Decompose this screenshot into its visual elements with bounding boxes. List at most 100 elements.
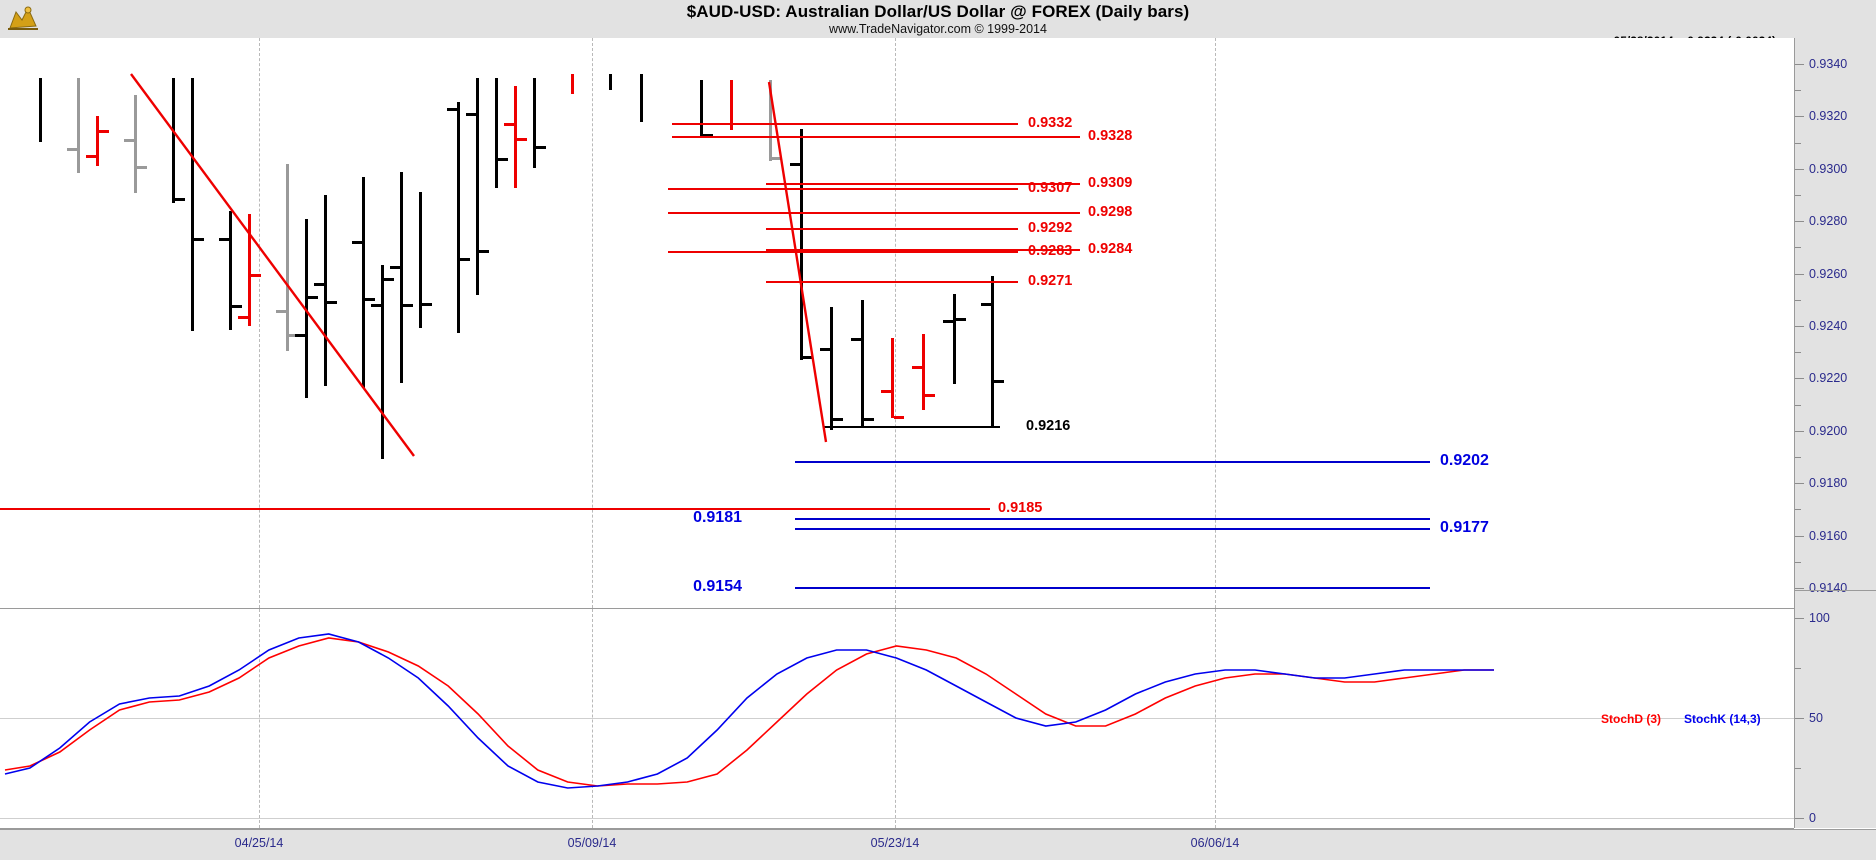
ohlc-open-tick xyxy=(390,266,400,269)
price-level-label-red: 0.9309 xyxy=(1088,175,1133,191)
ohlc-open-tick xyxy=(314,283,324,286)
stoch-line-d xyxy=(4,637,1494,787)
ohlc-close-tick xyxy=(803,356,813,359)
price-level-line-red[interactable] xyxy=(766,249,1080,251)
ohlc-close-tick xyxy=(251,274,261,277)
price-tick-label: 0.9140 xyxy=(1809,581,1848,595)
ohlc-close-tick xyxy=(536,146,546,149)
stoch-tick xyxy=(1795,818,1804,819)
date-label: 06/06/14 xyxy=(1190,836,1240,850)
price-level-label-blue: 0.9154 xyxy=(693,578,742,595)
ohlc-close-tick xyxy=(327,301,337,304)
stoch-tick-label: 100 xyxy=(1809,611,1830,625)
ohlc-bar xyxy=(248,214,251,326)
price-tick-label: 0.9240 xyxy=(1809,319,1848,333)
ohlc-open-tick xyxy=(820,348,830,351)
ohlc-open-tick xyxy=(276,310,286,313)
stoch-minor-tick xyxy=(1795,668,1801,669)
ohlc-close-tick xyxy=(517,138,527,141)
vgrid-2 xyxy=(895,38,896,608)
price-level-label-blue: 0.9181 xyxy=(693,509,742,526)
stoch-gridline-0 xyxy=(0,818,1794,819)
price-level-line-red[interactable] xyxy=(668,212,1080,214)
ohlc-close-tick xyxy=(925,394,935,397)
ohlc-bar xyxy=(286,164,289,351)
ohlc-close-tick xyxy=(422,303,432,306)
price-level-line-red[interactable] xyxy=(668,251,1018,253)
stoch-gridline-50 xyxy=(0,718,1794,719)
ohlc-bar xyxy=(324,195,327,386)
price-tick-label: 0.9300 xyxy=(1809,161,1848,176)
price-level-line-red[interactable] xyxy=(668,188,1018,190)
price-level-line-blue[interactable] xyxy=(795,461,1430,463)
stoch-tick-label: 0 xyxy=(1809,811,1816,825)
tradenavigator-logo xyxy=(6,2,40,34)
price-minor-tick xyxy=(1795,195,1801,196)
ohlc-bar xyxy=(172,78,175,203)
date-label: 04/25/14 xyxy=(234,836,284,850)
ohlc-close-tick xyxy=(460,258,470,261)
price-level-label-red: 0.9271 xyxy=(1028,273,1073,289)
price-tick xyxy=(1795,168,1804,170)
price-minor-tick xyxy=(1795,90,1801,92)
price-level-line-black[interactable] xyxy=(823,426,1000,428)
chart-header: $AUD-USD: Australian Dollar/US Dollar @ … xyxy=(0,0,1876,38)
ohlc-close-tick xyxy=(308,296,318,299)
ohlc-close-tick xyxy=(403,304,413,307)
price-plot[interactable]: 0.9332 0.9328 0.9307 0.9309 0.9298 0.9292 0.92… xyxy=(0,38,1794,641)
price-level-line-red[interactable] xyxy=(766,281,1018,283)
price-level-line-blue[interactable] xyxy=(795,518,1430,520)
ohlc-bar xyxy=(77,78,80,173)
ohlc-bar xyxy=(769,80,772,161)
price-tick-label: 0.9220 xyxy=(1809,371,1848,386)
price-minor-tick xyxy=(1795,247,1801,249)
price-level-line-red[interactable] xyxy=(766,228,1018,230)
price-level-label-red: 0.9332 xyxy=(1028,115,1073,131)
ohlc-close-tick xyxy=(384,278,394,281)
date-axis[interactable]: 04/25/14 05/09/14 05/23/14 06/06/14 xyxy=(0,829,1876,860)
price-level-line-red[interactable] xyxy=(672,136,1080,138)
date-label: 05/23/14 xyxy=(870,836,920,850)
ohlc-bar xyxy=(861,300,864,426)
price-level-line-blue[interactable] xyxy=(795,528,1430,530)
price-level-line-red[interactable] xyxy=(766,183,1080,185)
ohlc-bar xyxy=(922,334,925,410)
ohlc-close-tick xyxy=(365,298,375,301)
stoch-line-k xyxy=(4,633,1494,789)
ohlc-bar xyxy=(991,276,994,428)
price-tick xyxy=(1795,483,1804,485)
vgrid-1 xyxy=(592,38,593,608)
ohlc-bar xyxy=(400,172,403,383)
ohlc-open-tick xyxy=(981,303,991,306)
price-level-line-red[interactable] xyxy=(672,123,1018,125)
ohlc-open-tick xyxy=(67,148,77,151)
ohlc-open-tick xyxy=(124,139,134,142)
price-scale[interactable]: 0.9340 0.9320 0.9300 0.9280 0.9260 0.9240 0.92… xyxy=(1794,38,1876,851)
date-label: 05/09/14 xyxy=(567,836,617,850)
price-tick-label: 0.9260 xyxy=(1809,266,1848,281)
ohlc-close-tick xyxy=(137,166,147,169)
ohlc-close-tick xyxy=(479,250,489,253)
stoch-minor-tick xyxy=(1795,768,1801,769)
ohlc-bar xyxy=(495,78,498,188)
ohlc-close-tick xyxy=(232,305,242,308)
price-level-line-red[interactable] xyxy=(0,508,990,510)
price-tick xyxy=(1795,64,1804,65)
price-tick xyxy=(1795,430,1804,432)
scale-separator xyxy=(1795,590,1876,591)
ohlc-bar xyxy=(891,338,894,418)
price-tick-label: 0.9200 xyxy=(1809,423,1848,438)
ohlc-close-tick xyxy=(99,130,109,133)
ohlc-close-tick xyxy=(956,318,966,321)
price-level-label-red: 0.9283 xyxy=(1028,243,1073,259)
price-tick xyxy=(1795,535,1804,537)
ohlc-close-tick xyxy=(194,238,204,241)
price-minor-tick xyxy=(1795,404,1801,406)
ohlc-bar xyxy=(305,219,308,398)
legend-stochd: StochD (3) xyxy=(1601,712,1661,726)
price-level-line-blue[interactable] xyxy=(795,587,1430,589)
stochastic-series xyxy=(4,633,1494,789)
stochastic-panel[interactable] xyxy=(0,609,1794,829)
ohlc-close-tick xyxy=(894,416,904,419)
price-level-label-blue: 0.9202 xyxy=(1440,452,1489,469)
